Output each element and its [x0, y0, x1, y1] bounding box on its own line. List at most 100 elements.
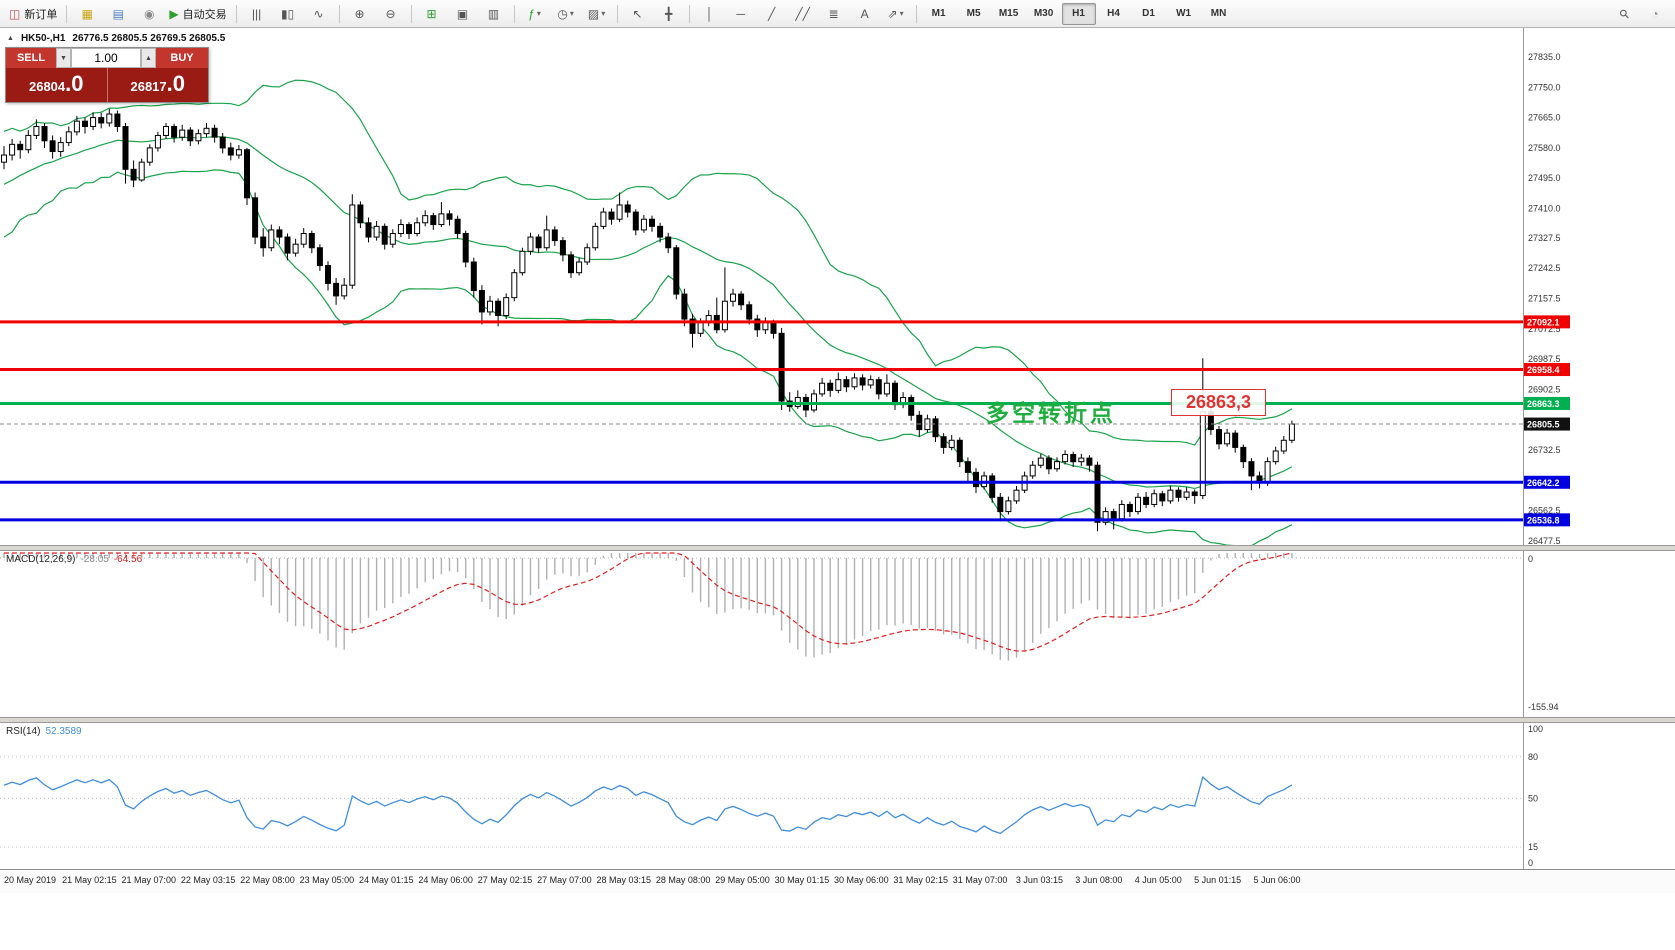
sell-price-display[interactable]: 26804.0 [6, 68, 108, 102]
toolbar-left-group: ◫ 新订单 ▦ ▤ ◉ ▶ 自动交易 ||| ▮▯ ∿ ⊕ ⊖ ⊞ ▣ ▥ ƒ ▾ ◷ ▾ ▨ ▾ ↖ ╋ │ ─ ╱ ╱╱ ≣ A ⇗ ▾… [5, 2, 1236, 26]
macd-canvas[interactable]: 0 -155.94 [0, 551, 1675, 717]
trendline-icon[interactable]: ╱ [757, 2, 787, 26]
crosshair-icon[interactable]: ╋ [654, 2, 684, 26]
line-chart-icon[interactable]: ∿ [304, 2, 334, 26]
sell-price-frac: .0 [65, 71, 84, 96]
volume-decrease-button[interactable]: ▼ [56, 48, 71, 68]
time-axis-label: 5 Jun 06:00 [1253, 875, 1301, 885]
cascade-windows-icon[interactable]: ▣ [448, 2, 478, 26]
zoom-out-icon: ⊖ [385, 6, 396, 21]
bar-chart-icon[interactable]: ||| [242, 2, 272, 26]
time-axis-label: 31 May 02:15 [893, 875, 948, 885]
time-axis-label: 31 May 07:00 [952, 875, 1008, 885]
time-axis-label: 20 May 2019 [3, 875, 57, 885]
rsi-label: RSI(14) 52.3589 [6, 726, 82, 737]
arrange-windows-icon[interactable]: ▥ [479, 2, 509, 26]
volume-input[interactable] [71, 48, 141, 68]
time-axis-label: 29 May 05:00 [715, 875, 770, 885]
periods-icon[interactable]: ◷ ▾ [551, 2, 581, 26]
svg-text:-155.94: -155.94 [1528, 702, 1559, 712]
timeframe-w1-button[interactable]: W1 [1176, 8, 1192, 19]
new-order-button-label: 新订单 [24, 8, 58, 21]
history-center-icon: ▤ [112, 6, 125, 21]
candlestick-chart-icon[interactable]: ▮▯ [273, 2, 303, 26]
time-axis-label: 5 Jun 01:15 [1194, 875, 1242, 885]
profiles-icon: ▦ [81, 6, 94, 21]
time-axis-label: 30 May 01:15 [774, 875, 830, 885]
auto-trading-button-label: 自动交易 [182, 8, 227, 21]
indicators-icon[interactable]: ƒ ▾ [520, 2, 550, 26]
price-level-annotation: 26863,3 [1171, 389, 1266, 416]
collapse-panel-icon[interactable]: ▲ [7, 35, 14, 42]
auto-trading-button[interactable]: ▶ 自动交易 [165, 2, 230, 26]
time-axis[interactable]: 20 May 2019 21 May 02:15 21 May 07:00 22 Ma… [0, 869, 1675, 893]
pane-separator[interactable] [0, 545, 1675, 551]
cursor-icon[interactable]: ↖ [623, 2, 653, 26]
zoom-in-icon: ⊕ [354, 6, 365, 21]
price-chart-canvas[interactable]: 27835.0 27750.0 27665.0 27580.0 27495.0 27410… [0, 28, 1675, 545]
zoom-in-icon[interactable]: ⊕ [345, 2, 375, 26]
vertical-line-icon[interactable]: │ [695, 2, 725, 26]
timeframe-m15-button[interactable]: M15 [998, 8, 1019, 19]
svg-text:26477.5: 26477.5 [1528, 536, 1561, 545]
time-axis-label: 30 May 06:00 [834, 875, 889, 885]
new-order-button[interactable]: ◫ 新订单 [5, 2, 61, 26]
horizontal-line-icon[interactable]: ─ [726, 2, 756, 26]
toolbar-divider [338, 4, 340, 23]
history-center-icon[interactable]: ▤ [103, 2, 133, 26]
macd-label: MACD(12,26,9) -28.05 -64.56 [6, 554, 142, 565]
svg-text:0: 0 [1528, 858, 1533, 868]
tile-windows-icon[interactable]: ⊞ [417, 2, 447, 26]
toolbar-divider [688, 4, 690, 23]
svg-text:27242.5: 27242.5 [1528, 263, 1561, 273]
timeframe-m1-button[interactable]: M1 [931, 8, 946, 19]
search-icon[interactable]: ⚲ [1609, 2, 1639, 26]
macd-title: MACD(12,26,9) [6, 554, 76, 565]
time-axis-label: 3 Jun 08:00 [1075, 875, 1123, 885]
svg-text:0: 0 [1528, 554, 1533, 564]
toolbar-divider [513, 4, 515, 23]
help-icon[interactable]: ◔ [1640, 2, 1670, 26]
buy-price-display[interactable]: 26817.0 [108, 68, 209, 102]
horizontal-line-icon: ─ [736, 6, 745, 21]
timeframe-h4-button[interactable]: H4 [1107, 8, 1120, 19]
dropdown-caret-icon: ▾ [536, 9, 541, 18]
profiles-icon[interactable]: ▦ [72, 2, 102, 26]
sell-button[interactable]: SELL [6, 48, 56, 68]
buy-button[interactable]: BUY [156, 48, 208, 68]
community-icon[interactable]: ◉ [134, 2, 164, 26]
svg-text:27410.0: 27410.0 [1528, 204, 1561, 214]
channel-icon[interactable]: ╱╱ [788, 2, 818, 26]
crosshair-icon: ╋ [664, 6, 673, 21]
buy-price-int: 26817 [130, 79, 167, 94]
timeframe-m5-button[interactable]: M5 [966, 8, 981, 19]
timeframe-mn-button[interactable]: MN [1210, 8, 1227, 19]
templates-icon[interactable]: ▨ ▾ [582, 2, 612, 26]
auto-trading-button: ▶ [169, 6, 179, 21]
svg-text:27580.0: 27580.0 [1528, 143, 1561, 153]
svg-text:80: 80 [1528, 752, 1538, 762]
toolbar-right-group: ⚲ ◔ [1609, 2, 1670, 26]
time-axis-label: 27 May 02:15 [477, 875, 533, 885]
volume-increase-button[interactable]: ▲ [141, 48, 156, 68]
macd-indicator-pane: 0 -155.94 MACD(12,26,9) -28.05 -64.56 [0, 551, 1675, 717]
svg-text:27750.0: 27750.0 [1528, 82, 1561, 92]
arrows-icon[interactable]: ⇗ ▾ [881, 2, 911, 26]
svg-text:50: 50 [1528, 794, 1538, 804]
timeframe-m30-button[interactable]: M30 [1033, 8, 1054, 19]
time-axis-label: 24 May 06:00 [418, 875, 473, 885]
zoom-out-icon[interactable]: ⊖ [376, 2, 406, 26]
svg-text:26958.4: 26958.4 [1527, 365, 1560, 375]
price-chart-pane: 27835.0 27750.0 27665.0 27580.0 27495.0 27410… [0, 28, 1675, 545]
fibonacci-icon[interactable]: ≣ [819, 2, 849, 26]
search-icon: ⚲ [1615, 5, 1633, 22]
text-icon[interactable]: A [850, 2, 880, 26]
timeframe-d1-button[interactable]: D1 [1142, 8, 1155, 19]
pane-separator[interactable] [0, 717, 1675, 723]
community-icon: ◉ [144, 6, 155, 21]
timeframe-h1-button[interactable]: H1 [1061, 2, 1096, 25]
bottom-filler [0, 893, 1675, 950]
time-axis-label: 21 May 02:15 [62, 875, 117, 885]
rsi-canvas[interactable]: 100 80 50 15 0 [0, 723, 1675, 869]
channel-icon: ╱╱ [795, 6, 810, 21]
